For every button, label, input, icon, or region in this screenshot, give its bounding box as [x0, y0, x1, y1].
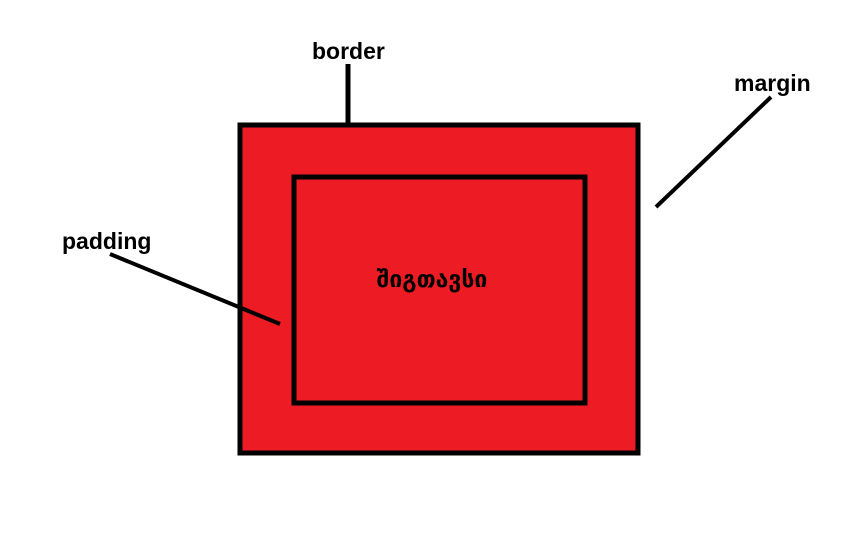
padding-label: padding: [62, 228, 151, 254]
margin-label: margin: [734, 70, 811, 96]
inner-content-box: [291, 174, 588, 406]
content-label: შიგთავსი: [377, 267, 488, 293]
padding-pointer-line: [109, 252, 281, 326]
margin-pointer-line: [654, 95, 773, 209]
border-label: border: [312, 38, 385, 64]
